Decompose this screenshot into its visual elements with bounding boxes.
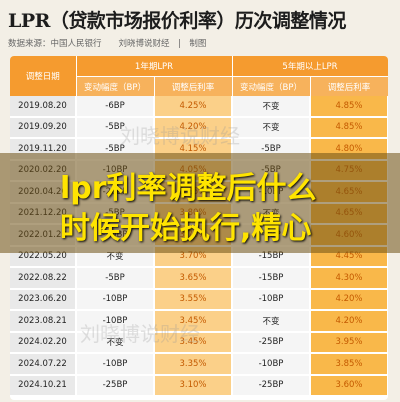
data-source: 数据来源：中国人民银行 刘晓博说财经 | 制图 [8, 39, 207, 49]
date-cell: 2023.08.21 [10, 310, 77, 333]
lpr5-rate-cell: 3.60% [310, 374, 388, 397]
lpr1-rate-cell: 3.45% [154, 310, 233, 333]
header-lpr5: 5年期以上LPR [232, 56, 388, 77]
lpr5-change-cell: -25BP [232, 331, 311, 354]
date-cell: 2023.06.20 [10, 288, 77, 311]
table-row: 2023.08.21 -10BP 3.45% 不变 4.20% [10, 310, 388, 333]
header-date: 调整日期 [10, 56, 77, 96]
overlay-line-2: 时候开始执行,精心 [60, 211, 312, 246]
lpr1-rate-cell: 3.35% [154, 353, 233, 376]
date-cell: 2019.08.20 [10, 96, 77, 118]
lpr5-change-cell: -10BP [232, 353, 311, 376]
header-lpr5-rate: 调整后利率 [310, 76, 388, 96]
lpr1-change-cell: 不变 [76, 331, 155, 354]
table-row: 2024.07.22 -10BP 3.35% -10BP 3.85% [10, 353, 388, 376]
table-row: 2024.02.20 不变 3.45% -25BP 3.95% [10, 331, 388, 354]
lpr5-rate-cell: 4.30% [310, 267, 388, 290]
caption-overlay: lpr利率调整后什么 时候开始执行,精心 [0, 153, 400, 253]
lpr1-change-cell: -5BP [76, 267, 155, 290]
lpr5-rate-cell: 3.95% [310, 331, 388, 354]
date-cell: 2024.10.21 [10, 374, 77, 397]
lpr5-rate-cell: 4.20% [310, 288, 388, 311]
lpr1-rate-cell: 3.65% [154, 267, 233, 290]
date-cell: 2019.09.20 [10, 116, 77, 139]
header-lpr1-change: 变动幅度（BP） [76, 76, 155, 96]
lpr1-change-cell: -25BP [76, 374, 155, 397]
lpr5-change-cell: -10BP [232, 288, 311, 311]
lpr1-rate-cell: 3.10% [154, 374, 233, 397]
page-title: LPR（贷款市场报价利率）历次调整情况 [8, 10, 346, 32]
table-row: 2019.08.20 -6BP 4.25% 不变 4.85% [10, 96, 388, 118]
lpr1-change-cell: -10BP [76, 353, 155, 376]
lpr1-change-cell: -6BP [76, 96, 155, 118]
lpr5-rate-cell: 4.20% [310, 310, 388, 333]
lpr5-change-cell: 不变 [232, 116, 311, 139]
lpr5-change-cell: 不变 [232, 96, 311, 118]
header-lpr1-rate: 调整后利率 [154, 76, 233, 96]
table-row: 2024.10.21 -25BP 3.10% -25BP 3.60% [10, 374, 388, 397]
date-cell: 2024.02.20 [10, 331, 77, 354]
table-row: 2019.09.20 -5BP 4.20% 不变 4.85% [10, 116, 388, 139]
date-cell: 2022.08.22 [10, 267, 77, 290]
lpr1-change-cell: -10BP [76, 288, 155, 311]
lpr1-rate-cell: 4.25% [154, 96, 233, 118]
lpr5-rate-cell: 4.85% [310, 116, 388, 139]
lpr1-change-cell: -10BP [76, 310, 155, 333]
table-row: 2023.06.20 -10BP 3.55% -10BP 4.20% [10, 288, 388, 311]
lpr5-rate-cell: 4.85% [310, 96, 388, 118]
lpr1-change-cell: -5BP [76, 116, 155, 139]
lpr5-change-cell: -25BP [232, 374, 311, 397]
lpr5-change-cell: -15BP [232, 267, 311, 290]
lpr5-change-cell: 不变 [232, 310, 311, 333]
date-cell: 2024.07.22 [10, 353, 77, 376]
lpr5-rate-cell: 3.85% [310, 353, 388, 376]
header-lpr1: 1年期LPR [76, 56, 233, 77]
lpr1-rate-cell: 3.45% [154, 331, 233, 354]
lpr1-rate-cell: 3.55% [154, 288, 233, 311]
lpr1-rate-cell: 4.20% [154, 116, 233, 139]
header-lpr5-change: 变动幅度（BP） [232, 76, 311, 96]
table-row: 2022.08.22 -5BP 3.65% -15BP 4.30% [10, 267, 388, 290]
overlay-line-1: lpr利率调整后什么 [60, 171, 317, 206]
